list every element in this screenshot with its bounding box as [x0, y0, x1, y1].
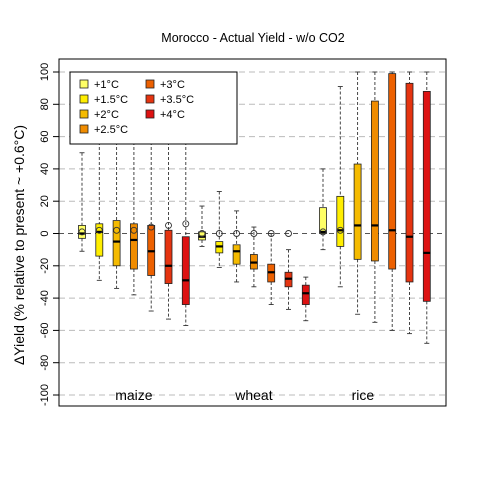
- box-rice: [319, 207, 327, 234]
- mean-marker: [267, 230, 275, 237]
- y-tick-label: -80: [39, 355, 51, 371]
- mean-marker: [165, 221, 172, 229]
- legend-label: +4°C: [160, 109, 185, 121]
- box-rice: [422, 90, 431, 302]
- legend-label: +1°C: [94, 79, 119, 91]
- y-tick-label: -20: [39, 258, 51, 274]
- mean-marker: [198, 230, 206, 237]
- y-tick-label: 0: [39, 230, 51, 236]
- y-tick-label: -100: [39, 384, 51, 406]
- y-tick-label: 40: [39, 163, 51, 175]
- legend-label: +3.5°C: [160, 94, 194, 106]
- box-rice: [336, 195, 345, 247]
- mean-marker: [215, 230, 223, 237]
- mean-marker: [147, 223, 155, 231]
- box-rice: [353, 163, 362, 260]
- legend-label: +2.5°C: [94, 124, 128, 136]
- mean-marker: [78, 228, 86, 236]
- box-wheat: [301, 284, 310, 305]
- mean-marker: [285, 230, 292, 237]
- mean-marker: [130, 226, 138, 234]
- mean-marker: [336, 226, 344, 234]
- chart-title: Morocco - Actual Yield - w/o CO2: [161, 31, 344, 45]
- box-wheat: [232, 244, 241, 265]
- plot-frame: [58, 58, 447, 407]
- legend-label: +3°C: [160, 79, 185, 91]
- y-axis: -100 -80 -60 -40 -20 0 20 40 60 80 100: [39, 63, 60, 406]
- legend-label: +1.5°C: [94, 94, 128, 106]
- legend-swatch: [79, 109, 89, 119]
- box-rice: [405, 82, 414, 283]
- mean-marker: [182, 220, 190, 228]
- mean-markers: [78, 220, 344, 237]
- y-tick-label: -40: [39, 290, 51, 306]
- box-maize: [164, 229, 173, 284]
- legend-swatch: [145, 79, 155, 89]
- group-label-maize: maize: [115, 387, 153, 403]
- y-tick-label: 60: [39, 130, 51, 142]
- legend-label: +2°C: [94, 109, 119, 121]
- box-maize: [95, 223, 104, 257]
- mean-marker: [95, 226, 103, 234]
- y-tick-label: -60: [39, 322, 51, 338]
- box-maize: [129, 223, 138, 270]
- mean-marker: [250, 230, 258, 237]
- y-tick-label: 20: [39, 195, 51, 207]
- box-maize: [181, 236, 190, 305]
- y-tick-label: 100: [39, 63, 51, 81]
- mean-marker: [113, 226, 121, 234]
- legend-swatch: [145, 109, 155, 119]
- box-maize: [112, 220, 121, 267]
- boxes: [78, 73, 431, 305]
- group-labels: maize wheat rice: [115, 387, 374, 403]
- legend-swatch: [79, 94, 89, 104]
- mean-marker: [233, 230, 241, 237]
- legend-swatch: [79, 124, 89, 134]
- box-rice: [388, 73, 397, 270]
- mean-marker: [319, 228, 327, 236]
- y-tick-label: 80: [39, 98, 51, 110]
- box-maize: [78, 225, 86, 239]
- y-axis-label: ΔYield (% relative to present ~ +0.6°C): [11, 125, 27, 365]
- legend-swatch: [145, 94, 155, 104]
- box-rice: [370, 100, 379, 262]
- legend-swatch: [79, 79, 89, 89]
- group-label-rice: rice: [352, 387, 375, 403]
- legend: +1°C +1.5°C +2°C +2.5°C +3°C +3.5°C +4°C: [69, 71, 238, 145]
- group-label-wheat: wheat: [234, 387, 272, 403]
